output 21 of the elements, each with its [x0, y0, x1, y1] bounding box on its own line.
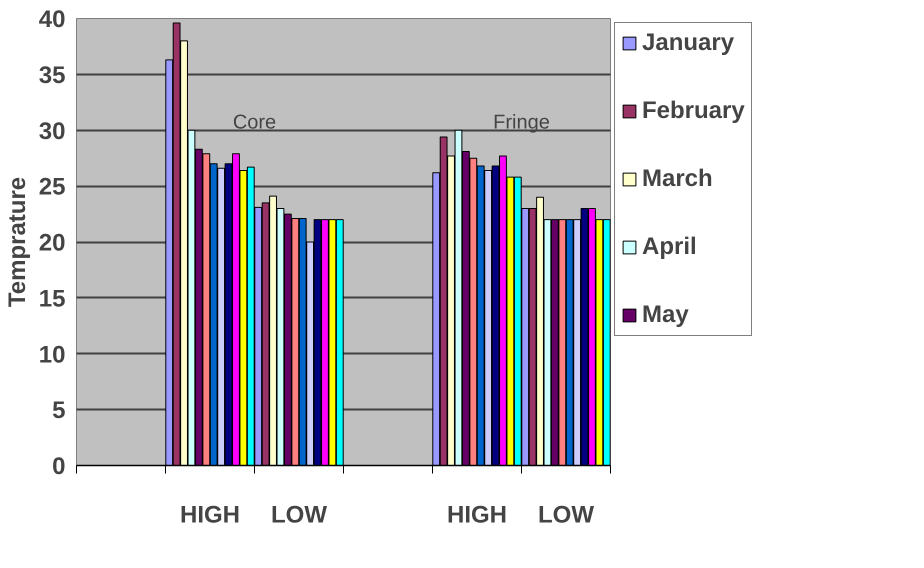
legend-label: February	[642, 97, 745, 125]
y-tick-label: 40	[38, 6, 66, 33]
y-axis-title: Temprature	[4, 176, 31, 308]
x-tick-label: LOW	[271, 502, 328, 528]
y-tick-label: 0	[52, 453, 66, 480]
annotation: Core	[232, 112, 276, 134]
y-tick-label: 35	[38, 62, 66, 89]
x-tick-label: HIGH	[447, 502, 507, 528]
y-tick-label: 15	[38, 285, 66, 312]
y-tick-label: 5	[52, 397, 66, 424]
y-tick-label: 25	[38, 174, 66, 201]
legend-label: March	[642, 165, 713, 193]
legend-label: May	[642, 301, 689, 329]
x-tick-label: LOW	[538, 502, 594, 528]
legend-label: January	[642, 29, 734, 57]
y-tick-label: 30	[38, 118, 66, 145]
legend-label: April	[642, 233, 697, 261]
x-tick-label: HIGH	[180, 502, 240, 528]
y-tick-label: 10	[38, 341, 66, 368]
annotation: Fringe	[493, 112, 550, 134]
y-tick-label: 20	[38, 230, 66, 256]
